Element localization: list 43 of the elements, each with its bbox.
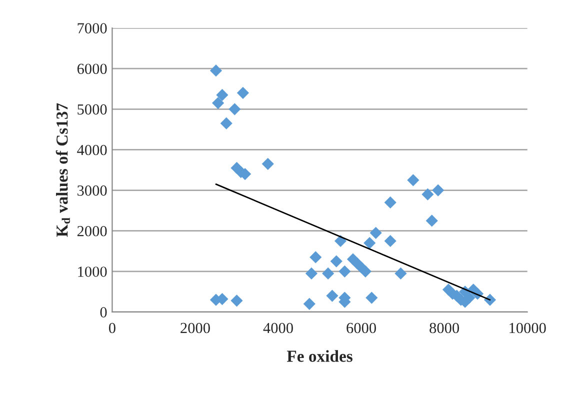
y-tick-label: 5000 bbox=[78, 104, 107, 115]
x-tick-label: 4000 bbox=[263, 322, 293, 334]
point bbox=[426, 214, 438, 227]
y-tick-label: 6000 bbox=[77, 64, 107, 74]
x-tick-label: 10000 bbox=[510, 322, 546, 334]
point bbox=[366, 292, 378, 304]
point bbox=[370, 226, 382, 239]
point bbox=[326, 290, 338, 302]
point bbox=[228, 103, 241, 116]
point bbox=[230, 294, 243, 307]
x-axis-title: Fe oxides bbox=[286, 350, 352, 362]
point bbox=[330, 255, 342, 268]
point bbox=[359, 265, 372, 278]
x-tick-label: 0 bbox=[108, 322, 116, 334]
point bbox=[407, 174, 420, 186]
y-tick-label: 7000 bbox=[78, 23, 107, 34]
point bbox=[236, 86, 250, 99]
point bbox=[384, 196, 396, 209]
point bbox=[422, 188, 434, 200]
y-tick-label: 1000 bbox=[78, 266, 107, 277]
point bbox=[303, 298, 316, 310]
y-axis-title: K$_{d}$ values of Cs137 bbox=[56, 103, 70, 237]
point bbox=[432, 184, 444, 196]
x-tick-label: 6000 bbox=[346, 322, 376, 334]
point bbox=[322, 267, 334, 280]
point bbox=[394, 267, 407, 280]
x-tick-label: 2000 bbox=[180, 322, 210, 334]
y-tick-label: 3000 bbox=[78, 185, 107, 196]
point bbox=[338, 265, 351, 278]
point bbox=[210, 64, 222, 77]
point bbox=[305, 267, 318, 280]
x-tick-label: 8000 bbox=[430, 322, 460, 334]
y-tick-label: 0 bbox=[100, 307, 107, 318]
y-tick-label: 4000 bbox=[77, 144, 107, 156]
point bbox=[262, 158, 274, 170]
point bbox=[220, 117, 232, 130]
point bbox=[364, 236, 376, 250]
point bbox=[310, 251, 322, 264]
point bbox=[334, 234, 347, 248]
point bbox=[384, 234, 396, 248]
point bbox=[216, 88, 228, 101]
point bbox=[212, 97, 224, 110]
y-tick-label: 2000 bbox=[77, 226, 107, 236]
